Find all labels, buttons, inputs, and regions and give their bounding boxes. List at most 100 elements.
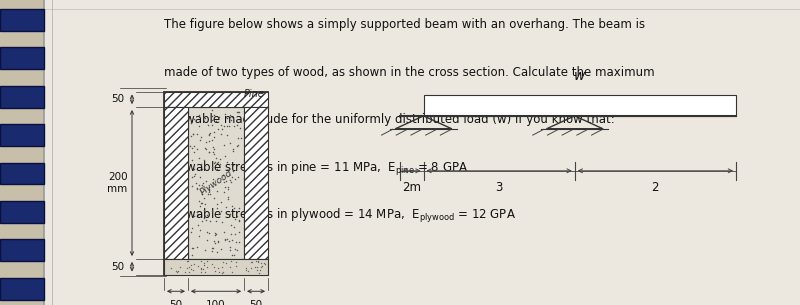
Point: [195, 219, 208, 224]
Point: [222, 194, 235, 199]
Point: [194, 227, 206, 232]
Point: [211, 188, 224, 193]
Point: [187, 213, 200, 218]
Point: [174, 264, 186, 269]
Point: [217, 259, 230, 264]
Point: [200, 179, 213, 184]
Point: [194, 266, 207, 271]
Point: [219, 112, 232, 117]
Point: [184, 134, 197, 138]
Point: [195, 258, 208, 263]
Point: [181, 266, 194, 271]
Point: [220, 179, 233, 184]
Bar: [0, 239, 44, 261]
Bar: [164, 259, 268, 274]
Point: [194, 138, 207, 143]
Point: [185, 145, 198, 150]
Point: [206, 246, 219, 251]
Point: [187, 174, 200, 179]
Point: [202, 185, 215, 190]
Point: [214, 123, 227, 128]
Point: [203, 131, 216, 136]
Point: [232, 239, 245, 244]
Point: [208, 112, 221, 117]
Text: 200
mm: 200 mm: [107, 172, 128, 194]
Point: [230, 260, 242, 265]
Point: [220, 260, 233, 265]
Point: [218, 154, 231, 159]
Point: [193, 174, 206, 179]
Point: [246, 259, 258, 264]
Point: [233, 110, 246, 115]
Point: [200, 218, 213, 223]
Point: [196, 192, 209, 196]
Point: [207, 239, 220, 244]
Point: [190, 186, 203, 191]
Point: [254, 260, 267, 265]
Text: Plywood: Plywood: [198, 169, 234, 197]
Point: [202, 133, 215, 138]
Point: [195, 134, 208, 139]
Point: [207, 150, 220, 155]
Point: [207, 152, 220, 156]
Point: [226, 146, 239, 151]
Bar: [164, 107, 188, 259]
Point: [220, 123, 233, 128]
Point: [227, 206, 240, 210]
Point: [202, 149, 215, 154]
Point: [203, 192, 216, 196]
Point: [189, 171, 202, 176]
Point: [234, 126, 246, 131]
Point: [258, 262, 271, 267]
Point: [206, 118, 218, 123]
Point: [218, 142, 230, 147]
Point: [208, 268, 221, 273]
Text: 50: 50: [250, 300, 262, 305]
Point: [170, 269, 182, 274]
Point: [225, 179, 238, 184]
Point: [228, 225, 241, 230]
Point: [193, 155, 206, 160]
Point: [240, 266, 253, 271]
Point: [198, 202, 211, 206]
Text: made of two types of wood, as shown in the cross section. Calculate the maximum: made of two types of wood, as shown in t…: [164, 66, 654, 79]
Point: [218, 123, 230, 128]
Text: 50: 50: [111, 94, 124, 104]
Point: [215, 126, 228, 131]
Point: [224, 247, 237, 252]
Point: [227, 169, 240, 174]
Point: [182, 264, 195, 269]
Point: [208, 264, 221, 269]
Point: [211, 238, 224, 243]
Point: [191, 210, 204, 215]
Point: [208, 135, 221, 139]
Point: [201, 264, 214, 269]
Point: [229, 216, 242, 221]
Point: [254, 267, 266, 272]
Point: [221, 133, 234, 138]
Point: [192, 183, 205, 188]
Bar: [0, 48, 44, 70]
Point: [206, 108, 218, 113]
Point: [206, 138, 218, 143]
Text: w: w: [574, 69, 586, 83]
Point: [207, 147, 220, 152]
Point: [206, 261, 218, 266]
Point: [217, 270, 230, 274]
Point: [195, 269, 208, 274]
Point: [198, 270, 211, 275]
Point: [214, 162, 226, 167]
Point: [187, 167, 200, 172]
Point: [185, 267, 198, 271]
Point: [203, 139, 216, 144]
Point: [227, 124, 240, 129]
Point: [230, 109, 243, 114]
Point: [193, 123, 206, 128]
Point: [186, 246, 199, 251]
Point: [198, 145, 211, 150]
Point: [234, 165, 247, 170]
Point: [251, 265, 264, 270]
Point: [230, 248, 243, 253]
Text: 50: 50: [111, 262, 124, 272]
Bar: [423, 95, 736, 116]
